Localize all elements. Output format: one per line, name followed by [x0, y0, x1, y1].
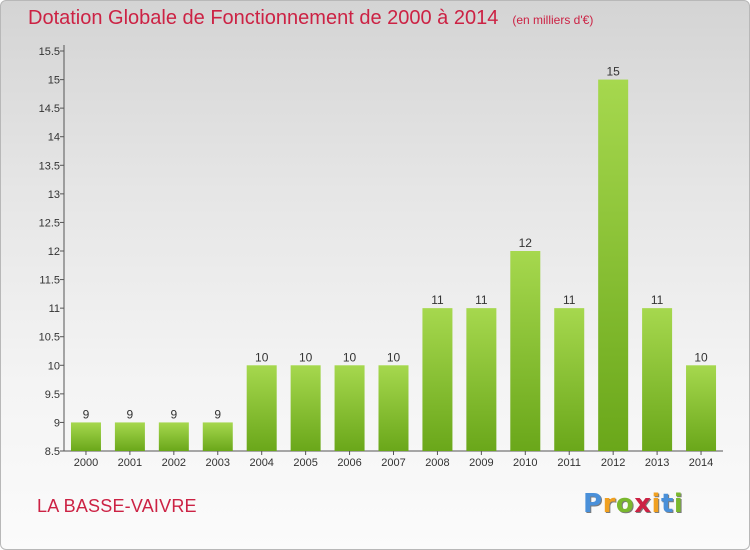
- x-tick-label-2014: 2014: [689, 457, 713, 469]
- bar-2003: [202, 422, 233, 451]
- bar-2011: [554, 308, 585, 451]
- chart-title: Dotation Globale de Fonctionnement de 20…: [28, 7, 593, 30]
- value-label-2005: 10: [299, 350, 313, 364]
- y-tick-label: 15.5: [39, 46, 60, 58]
- x-tick-label-2010: 2010: [513, 457, 537, 469]
- x-tick-label-2006: 2006: [337, 457, 361, 469]
- chart-unit-label: (en milliers d'€): [512, 13, 594, 27]
- bar-2012: [598, 79, 629, 452]
- bar-2010: [510, 251, 541, 451]
- value-label-2001: 9: [127, 407, 134, 421]
- x-tick-label-2012: 2012: [601, 457, 625, 469]
- x-tick-label-2007: 2007: [381, 457, 405, 469]
- logo-letter: P: [583, 489, 603, 519]
- x-tick-label-2005: 2005: [293, 457, 317, 469]
- value-label-2003: 9: [214, 407, 221, 421]
- proxiti-logo: Proxiti: [583, 489, 683, 519]
- x-tick-label-2002: 2002: [162, 457, 186, 469]
- x-tick-label-2013: 2013: [645, 457, 669, 469]
- value-label-2011: 11: [563, 293, 576, 307]
- bar-2006: [334, 365, 365, 451]
- y-tick-label: 13.5: [39, 160, 60, 172]
- y-tick-label: 9: [54, 417, 60, 429]
- logo-letter: r: [602, 489, 616, 519]
- x-tick-label-2004: 2004: [249, 457, 273, 469]
- bar-2005: [290, 365, 321, 451]
- x-tick-label-2009: 2009: [469, 457, 493, 469]
- x-tick-label-2000: 2000: [74, 457, 98, 469]
- y-tick-label: 11.5: [39, 275, 60, 287]
- y-tick-label: 10: [48, 360, 60, 372]
- value-label-2000: 9: [83, 407, 90, 421]
- x-tick-label-2008: 2008: [425, 457, 449, 469]
- value-label-2008: 11: [431, 293, 444, 307]
- value-label-2002: 9: [170, 407, 177, 421]
- bar-2008: [422, 308, 453, 451]
- y-tick-label: 12: [48, 246, 60, 258]
- y-tick-label: 11: [49, 303, 60, 315]
- bar-2002: [158, 422, 189, 451]
- value-label-2004: 10: [255, 350, 269, 364]
- value-label-2007: 10: [387, 350, 401, 364]
- bar-2004: [246, 365, 277, 451]
- bar-2014: [686, 365, 717, 451]
- value-label-2014: 10: [694, 350, 708, 364]
- logo-letter: o: [615, 489, 635, 519]
- logo-letter: t: [660, 489, 674, 519]
- x-tick-label-2003: 2003: [206, 457, 230, 469]
- chart-bars: [70, 79, 717, 452]
- chart-title-main: Dotation Globale de Fonctionnement de 20…: [28, 7, 499, 29]
- logo-letter: i: [673, 489, 684, 519]
- y-tick-label: 13: [48, 189, 60, 201]
- y-tick-label: 8.5: [45, 446, 60, 458]
- x-tick-label-2001: 2001: [118, 457, 142, 469]
- chart-labels: 9 2000 9 2001 9 2002 9 2003 10 2004 10 2005 10 2006 10…: [74, 65, 714, 469]
- value-label-2006: 10: [343, 350, 357, 364]
- logo-letter: x: [634, 489, 652, 519]
- value-label-2009: 11: [475, 293, 488, 307]
- y-tick-label: 10.5: [39, 332, 60, 344]
- commune-name: LA BASSE-VAIVRE: [37, 496, 197, 516]
- bar-2013: [642, 308, 673, 451]
- logo-letter: i: [651, 489, 661, 519]
- y-tick-label: 14.5: [39, 103, 60, 115]
- y-tick-label: 9.5: [45, 389, 60, 401]
- value-label-2012: 15: [606, 65, 620, 79]
- bar-2001: [114, 422, 145, 451]
- y-tick-label: 14: [48, 132, 60, 144]
- y-tick-label: 12.5: [39, 217, 60, 229]
- x-tick-label-2011: 2011: [557, 457, 581, 469]
- bar-2009: [466, 308, 497, 451]
- bar-2000: [70, 422, 101, 451]
- y-tick-label: 15: [48, 75, 60, 87]
- value-label-2010: 12: [519, 236, 533, 250]
- bar-2007: [378, 365, 409, 451]
- value-label-2013: 11: [651, 293, 664, 307]
